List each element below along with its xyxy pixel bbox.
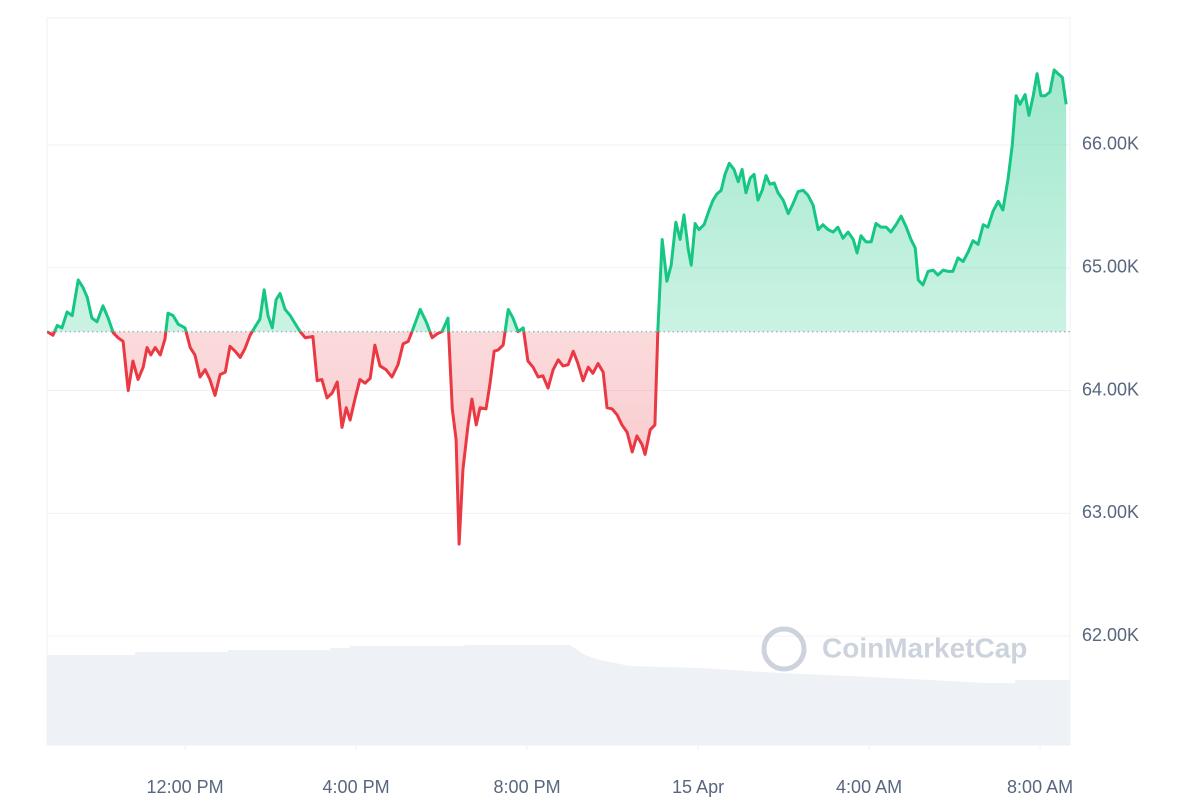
line-layer xyxy=(47,68,1070,546)
area-up xyxy=(47,69,1067,332)
volume-backdrop xyxy=(47,645,1070,745)
watermark-text: CoinMarketCap xyxy=(822,632,1027,663)
x-tick-label: 15 Apr xyxy=(672,777,724,797)
y-tick-label: 64.00K xyxy=(1082,379,1139,399)
price-line-down xyxy=(47,331,660,546)
y-tick-label: 66.00K xyxy=(1082,134,1139,154)
y-tick-label: 63.00K xyxy=(1082,502,1139,522)
x-tick-label: 4:00 PM xyxy=(323,777,390,797)
x-tick-label: 4:00 AM xyxy=(836,777,902,797)
y-tick-label: 62.00K xyxy=(1082,625,1139,645)
price-line-up xyxy=(47,68,1068,332)
x-tick-label: 12:00 PM xyxy=(147,777,224,797)
grid xyxy=(47,144,1070,637)
ticks: 62.00K 63.00K 64.00K 65.00K 66.00K 12:00 PM 4:… xyxy=(147,134,1140,797)
watermark-logo xyxy=(761,626,807,672)
x-tick-label: 8:00 PM xyxy=(494,777,561,797)
watermark: CoinMarketCap xyxy=(761,626,1027,672)
x-tick-label: 8:00 AM xyxy=(1007,777,1073,797)
area-layer xyxy=(47,69,1067,545)
y-tick-label: 65.00K xyxy=(1082,256,1139,276)
